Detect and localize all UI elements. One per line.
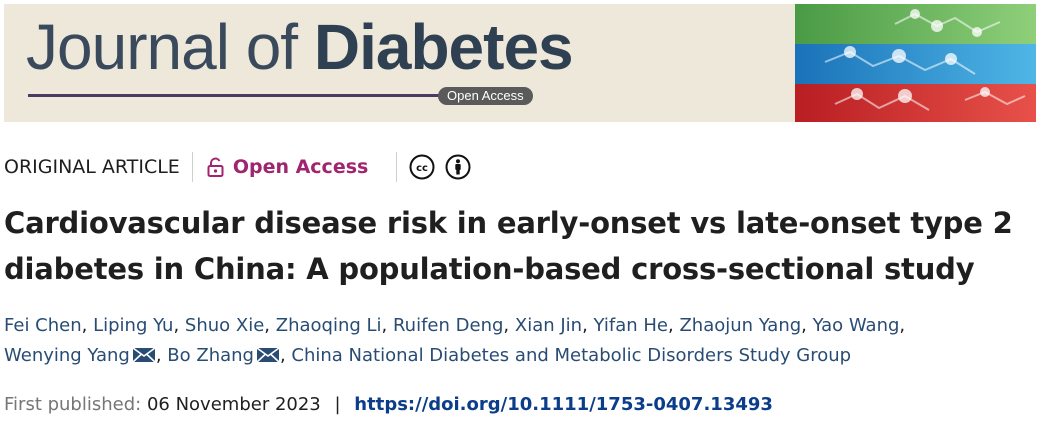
open-access-badge: Open Access [438, 87, 533, 105]
first-published-date: 06 November 2023 [146, 394, 321, 415]
author-link[interactable]: Ruifen Deng [392, 315, 504, 336]
envelope-icon[interactable] [256, 347, 280, 363]
author-link[interactable]: Bo Zhang [167, 345, 254, 366]
title-underline [28, 94, 446, 97]
study-group-link[interactable]: China National Diabetes and Metabolic Di… [291, 345, 852, 366]
publication-separator: | [334, 394, 341, 415]
open-access-link[interactable]: Open Access [207, 156, 369, 178]
cc-icon[interactable]: cc [409, 154, 435, 180]
author-link[interactable]: Shuo Xie [184, 315, 265, 336]
author-link[interactable]: Yifan He [593, 315, 668, 336]
unlock-icon [207, 157, 224, 177]
publication-info: First published: 06 November 2023 | http… [4, 394, 773, 415]
author-link[interactable]: Xian Jin [514, 315, 583, 336]
meta-divider [396, 152, 398, 182]
author-link[interactable]: Wenying Yang [4, 345, 130, 366]
author-list: Fei Chen, Liping Yu, Shuo Xie, Zhaoqing … [4, 315, 906, 366]
author-link[interactable]: Liping Yu [93, 315, 174, 336]
open-access-label: Open Access [232, 156, 369, 178]
journal-title-part1: Journal of [26, 11, 314, 83]
author-link[interactable]: Zhaoqing Li [275, 315, 382, 336]
article-meta-row: ORIGINAL ARTICLE Open Access cc [4, 152, 471, 182]
author-link[interactable]: Yao Wang [812, 315, 900, 336]
attribution-icon[interactable] [445, 154, 471, 180]
svg-text:cc: cc [416, 163, 428, 174]
article-title: Cardiovascular disease risk in early-ons… [4, 206, 1013, 286]
journal-banner[interactable]: Journal of Diabetes Open Access [4, 4, 1036, 122]
journal-title-part2: Diabetes [313, 11, 574, 83]
meta-divider [191, 152, 193, 182]
article-type: ORIGINAL ARTICLE [4, 156, 180, 178]
first-published-label: First published: [4, 394, 142, 415]
author-link[interactable]: Zhaojun Yang [679, 315, 802, 336]
journal-title: Journal of Diabetes [26, 10, 574, 84]
cover-art [795, 4, 1036, 122]
author-link[interactable]: Fei Chen [4, 315, 82, 336]
envelope-icon[interactable] [132, 347, 156, 363]
doi-link[interactable]: https://doi.org/10.1111/1753-0407.13493 [354, 394, 773, 415]
